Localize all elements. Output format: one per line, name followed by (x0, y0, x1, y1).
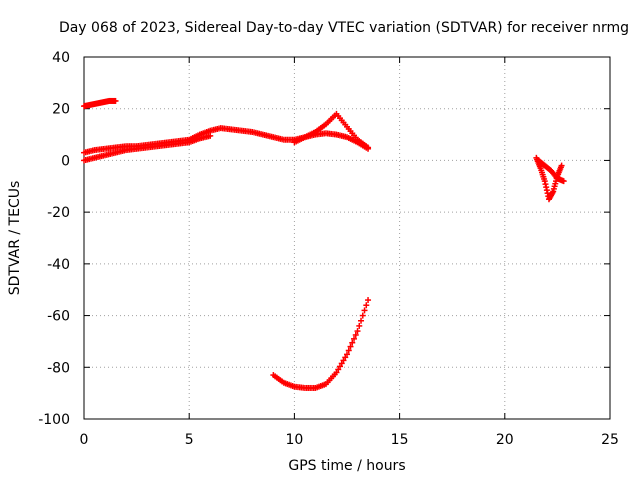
x-tick-label: 20 (496, 432, 514, 448)
data-point (352, 331, 359, 338)
data-point (342, 354, 349, 361)
y-tick-label: -60 (47, 309, 70, 325)
data-point (344, 351, 350, 358)
data-point (345, 347, 352, 354)
data-point (347, 343, 354, 350)
data-point (333, 369, 340, 376)
data-point (365, 144, 372, 151)
data-point (340, 357, 347, 364)
data-point (336, 363, 343, 370)
y-tick-label: -80 (47, 360, 70, 376)
y-axis-label: SDTVAR / TECUs (7, 181, 23, 296)
y-tick-label: 0 (61, 153, 70, 169)
y-tick-label: -20 (47, 205, 70, 221)
chart-title: Day 068 of 2023, Sidereal Day-to-day VTE… (59, 20, 629, 36)
x-tick-label: 15 (391, 432, 409, 448)
data-point (361, 307, 368, 314)
data-point (363, 302, 370, 309)
data-point (351, 335, 358, 342)
data-point (207, 132, 214, 139)
data-point (358, 317, 365, 324)
data-point (365, 297, 372, 304)
data-point (356, 322, 363, 329)
y-tick-label: 20 (52, 102, 70, 118)
x-axis-label: GPS time / hours (288, 458, 405, 474)
data-point (338, 360, 345, 367)
x-tick-label: 25 (601, 432, 619, 448)
axis-ticks (83, 56, 611, 420)
x-tick-label: 10 (285, 432, 303, 448)
plot-frame (83, 56, 611, 420)
x-tick-label: 5 (185, 432, 194, 448)
axis-tick-labels: 0 5 10 15 20 25 -100 -80 -60 -40 -20 0 20 40 (38, 50, 619, 448)
data-point (558, 162, 565, 169)
y-tick-label: -40 (47, 257, 70, 273)
grid (84, 57, 610, 419)
data-markers (81, 97, 567, 391)
y-tick-label: 40 (52, 50, 70, 66)
data-point (354, 328, 361, 335)
data-point (112, 97, 119, 104)
data-point (359, 312, 366, 319)
y-tick-label: -100 (38, 412, 70, 428)
x-tick-label: 0 (80, 432, 89, 448)
data-point (349, 339, 356, 346)
data-point (560, 178, 567, 185)
data-point (335, 366, 342, 373)
